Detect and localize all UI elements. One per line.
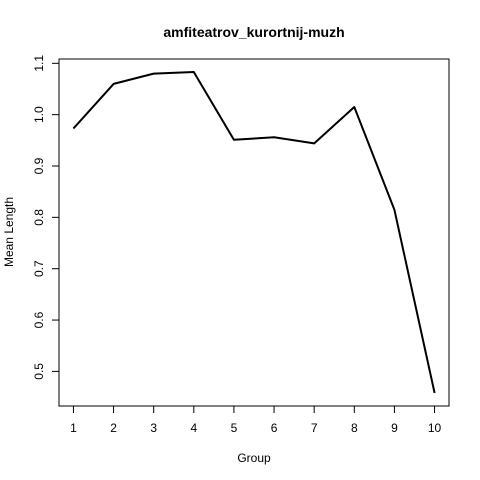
x-tick-label: 1 — [70, 421, 77, 435]
series-mean-length — [72, 71, 436, 394]
y-tick-label: 1.1 — [32, 55, 46, 72]
x-tick-label: 8 — [351, 421, 358, 435]
x-axis-label: Group — [237, 451, 271, 465]
x-tick-label: 2 — [110, 421, 117, 435]
chart-title: amfiteatrov_kurortnij-muzh — [163, 24, 344, 40]
x-tick-label: 3 — [150, 421, 157, 435]
y-tick-label: 0.7 — [32, 260, 46, 277]
y-tick-label: 0.8 — [32, 209, 46, 226]
x-tick-label: 6 — [271, 421, 278, 435]
x-tick-label: 10 — [428, 421, 442, 435]
x-tick-label: 4 — [190, 421, 197, 435]
y-tick-label: 0.5 — [32, 363, 46, 380]
x-axis: 1 2 3 4 5 6 7 8 9 10 — [70, 405, 442, 435]
x-tick-label: 9 — [391, 421, 398, 435]
y-axis: 0.5 0.6 0.7 0.8 0.9 1.0 1.1 — [32, 55, 60, 380]
y-tick-label: 0.9 — [32, 157, 46, 174]
y-tick-label: 0.6 — [32, 311, 46, 328]
y-tick-label: 1.0 — [32, 106, 46, 123]
x-tick-label: 5 — [231, 421, 238, 435]
mean-length-line — [72, 71, 436, 394]
y-axis-label: Mean Length — [2, 197, 16, 267]
x-tick-label: 7 — [311, 421, 318, 435]
